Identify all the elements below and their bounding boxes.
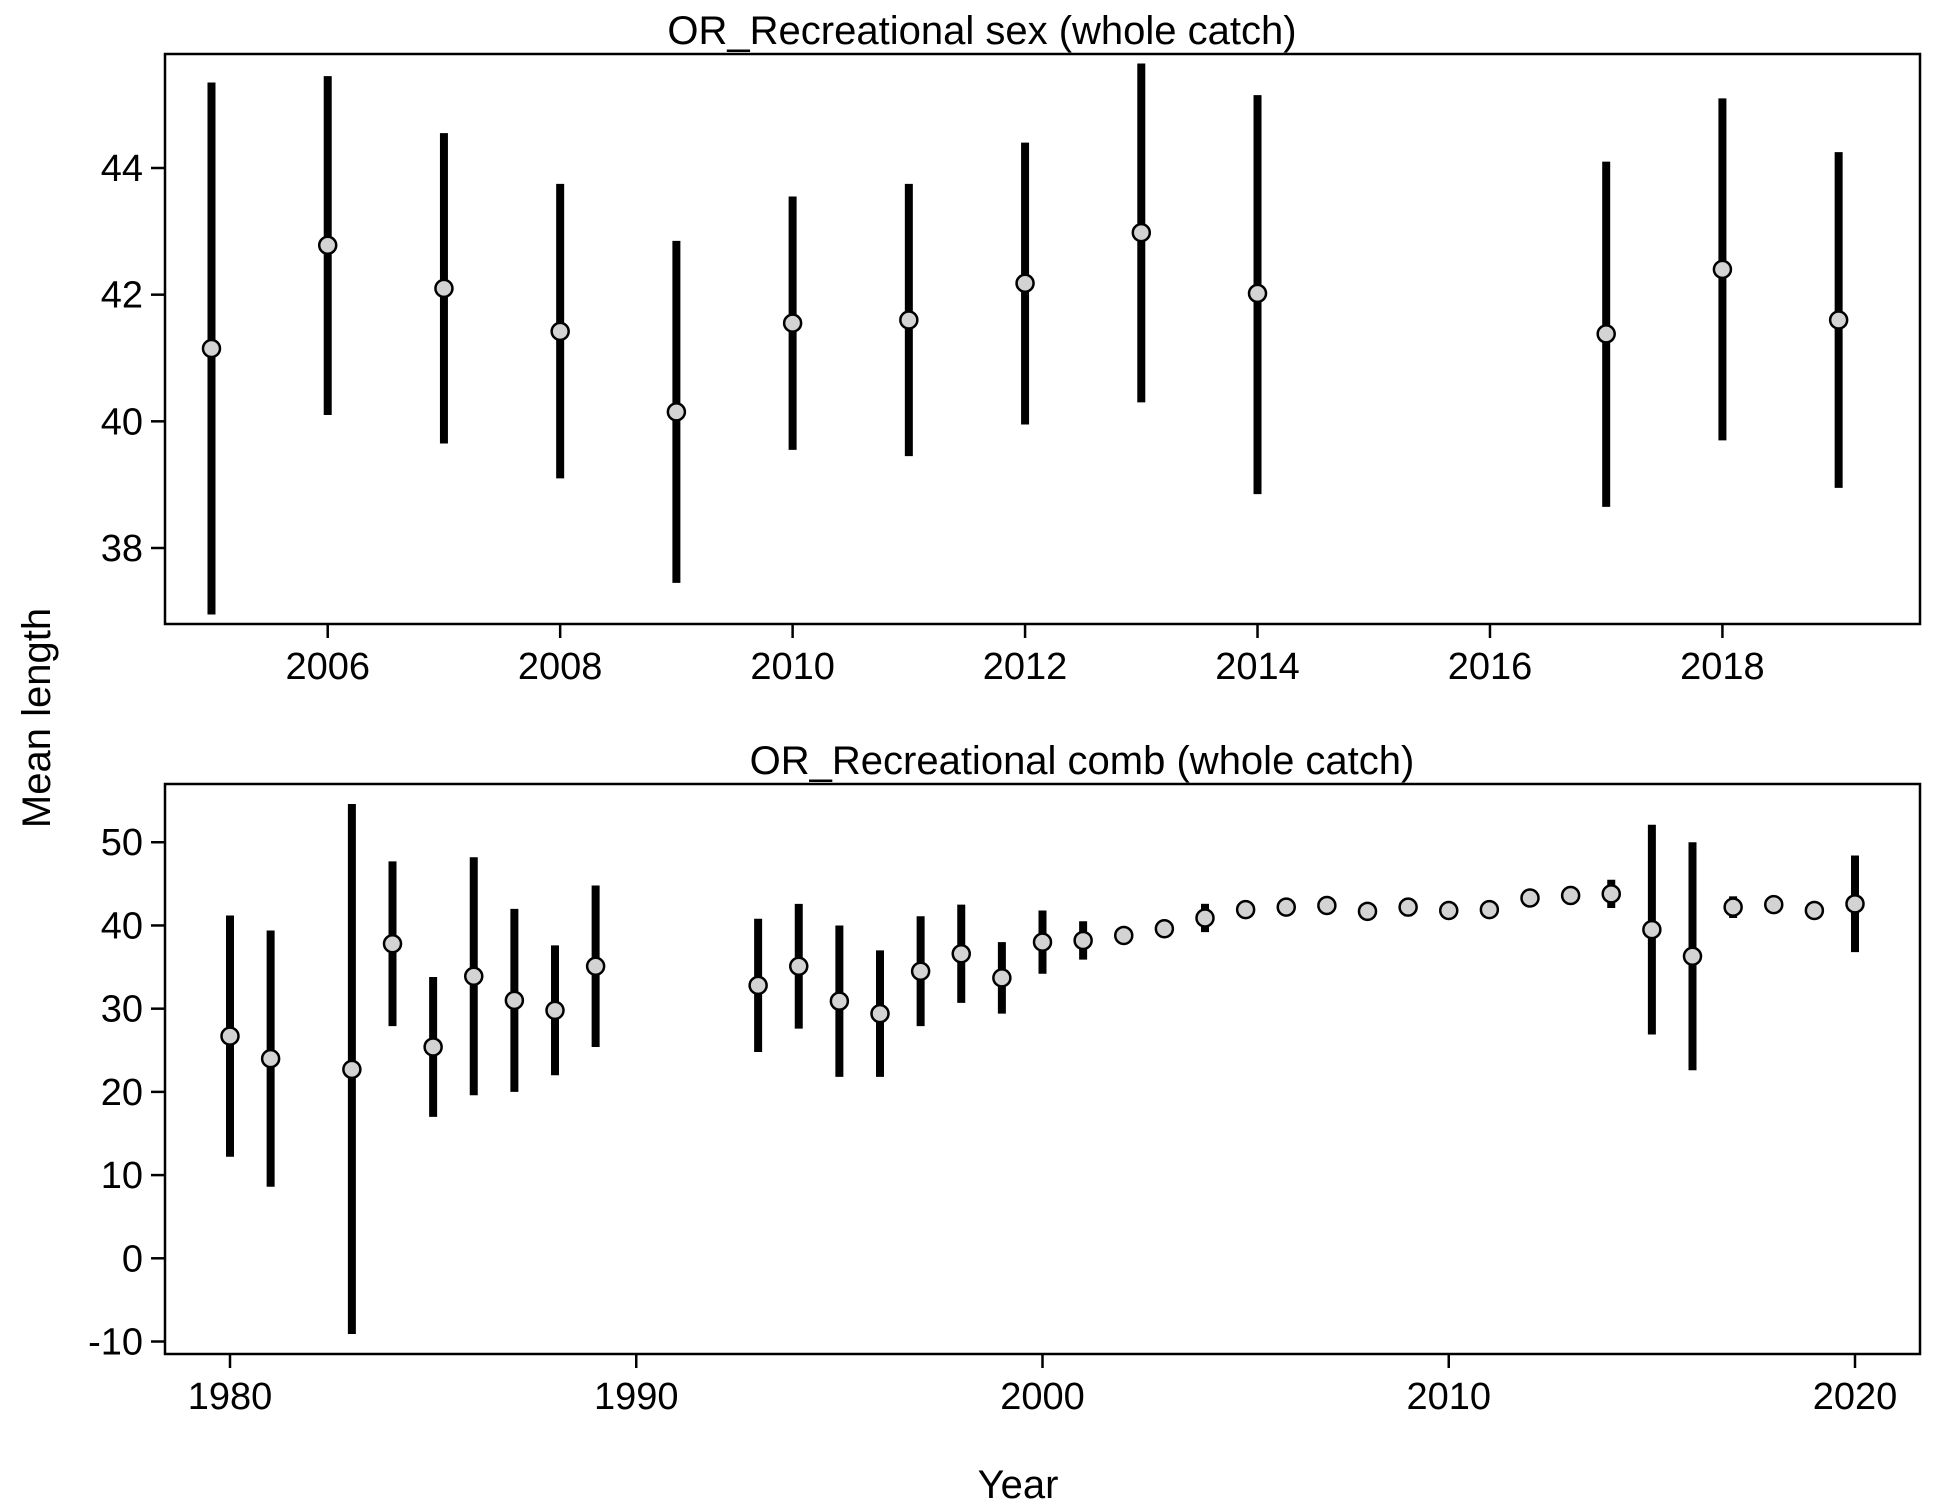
data-point [550,321,570,342]
data-point [1601,884,1621,904]
panel-sex: OR_Recreational sex (whole catch) 2006 20… [101,9,1922,688]
y-tick-label: 42 [101,275,143,317]
data-point [789,956,809,976]
data-point [899,310,919,330]
data-point [748,975,768,996]
data-point [1596,324,1616,344]
panel-comb-title: OR_Recreational comb (whole catch) [750,739,1415,783]
data-point [782,313,803,333]
data-point [1804,900,1825,921]
data-point [1247,283,1268,304]
data-point [504,990,525,1011]
data-point [382,934,403,954]
x-tick-label: 1990 [594,1376,679,1418]
data-point [666,402,687,422]
data-point [1195,908,1215,928]
data-point [1032,932,1053,952]
data-point [434,278,454,299]
x-tick-label: 2016 [1448,646,1533,688]
data-point [1560,885,1581,906]
data-point [1845,894,1865,914]
panel-sex-title: OR_Recreational sex (whole catch) [667,9,1296,53]
panel-comb-marks [220,803,1865,1335]
data-point [1642,919,1662,940]
data-point [317,235,338,256]
y-tick-label: 0 [122,1238,143,1280]
panel-comb-ticks: 1980 1990 2000 2010 2020 -10 0 10 20 30 40 50 [88,822,1897,1418]
x-tick-label: 2014 [1215,646,1300,688]
y-axis-label: Mean length [15,608,59,828]
data-point [1682,946,1703,966]
x-tick-label: 2010 [1406,1376,1491,1418]
y-tick-label: 40 [101,905,143,947]
panel-comb: OR_Recreational comb (whole catch) 1980 1… [88,739,1922,1418]
x-tick-label: 2020 [1813,1376,1898,1418]
panel-sex-plot-frame [163,52,1922,626]
y-tick-label: -10 [88,1322,143,1364]
data-point [260,1048,281,1069]
y-tick-label: 10 [101,1155,143,1197]
data-point [1235,899,1256,920]
data-point [1520,888,1540,908]
x-tick-label: 2000 [1000,1376,1085,1418]
data-point [342,1059,362,1080]
data-point [220,1026,240,1046]
data-point [992,968,1012,988]
x-tick-label: 2006 [285,646,370,688]
data-point [1276,897,1296,917]
data-point [1828,310,1849,330]
panel-sex-ticks: 2006 2008 2010 2012 2014 2016 2018 38 40 42 44 [101,148,1765,688]
y-tick-label: 44 [101,148,143,190]
x-tick-label: 2010 [750,646,835,688]
y-tick-label: 30 [101,989,143,1031]
data-point [829,991,850,1011]
data-point [585,956,606,976]
data-point [1154,919,1175,939]
x-tick-label: 2008 [518,646,603,688]
data-point [910,961,931,981]
data-point [1073,930,1093,951]
data-point [1439,900,1459,921]
y-tick-label: 20 [101,1072,143,1114]
data-point [1712,259,1733,280]
y-tick-label: 38 [101,528,143,570]
y-tick-label: 50 [101,822,143,864]
data-point [464,966,484,986]
data-point [1317,895,1337,916]
x-axis-label: Year [978,1463,1059,1500]
data-point [1764,894,1784,915]
data-point [1131,222,1152,243]
data-point [1398,897,1418,917]
data-point [423,1037,443,1057]
x-tick-label: 2012 [983,646,1068,688]
data-point [1479,899,1500,920]
data-point [1114,925,1134,946]
data-point [545,1000,565,1021]
data-point [1357,901,1378,922]
x-tick-label: 1980 [188,1376,273,1418]
data-point [870,1003,890,1024]
data-point [951,944,971,964]
y-tick-label: 40 [101,401,143,443]
x-tick-label: 2018 [1680,646,1765,688]
data-point [201,338,222,359]
data-point [1015,273,1035,294]
panel-sex-marks [201,63,1849,615]
data-point [1723,897,1743,917]
